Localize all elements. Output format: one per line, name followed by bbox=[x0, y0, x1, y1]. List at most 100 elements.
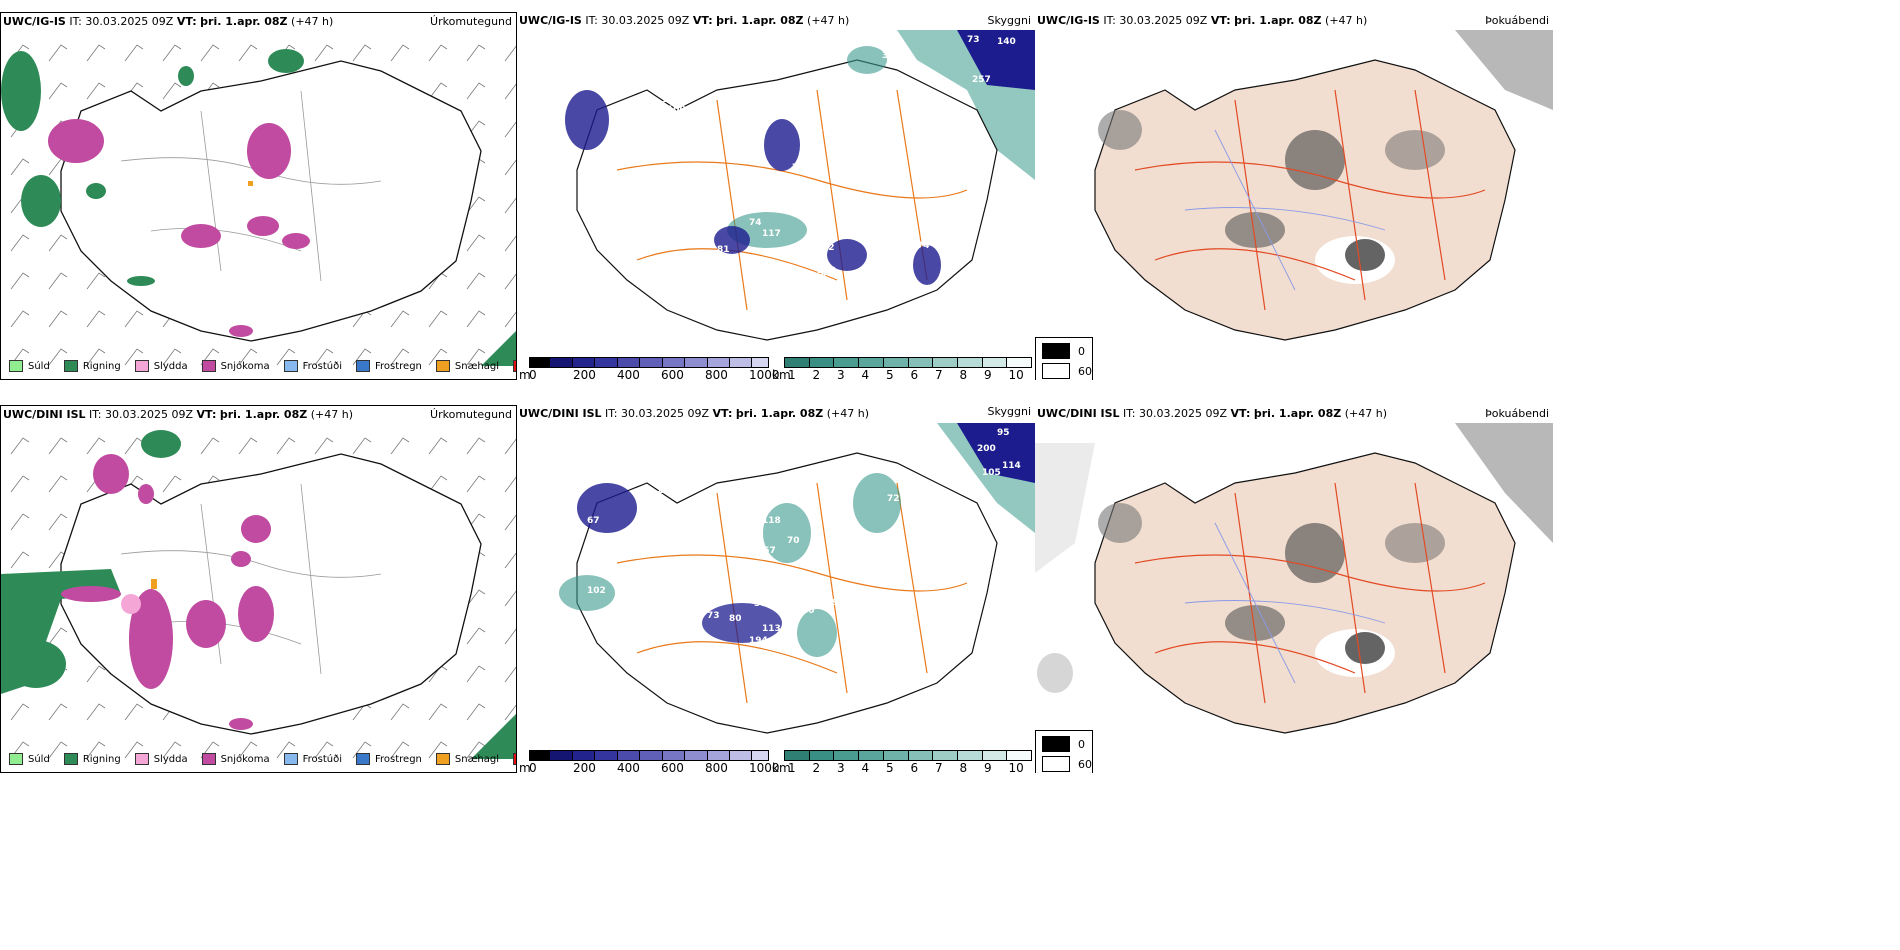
cloudbase-value-label: 117 bbox=[762, 229, 781, 239]
cloudbase-value-label: 179 bbox=[682, 623, 701, 633]
cloudbase-value-label: 46 bbox=[672, 576, 685, 586]
legend-swatch bbox=[134, 360, 149, 372]
scale-tick: 7 bbox=[935, 761, 943, 773]
cloudbase-value-label: 73 bbox=[767, 95, 780, 105]
panel-name: Skyggni bbox=[987, 14, 1031, 27]
legend-swatch bbox=[201, 360, 216, 372]
legend-item: Snjókoma bbox=[201, 360, 270, 372]
scale-tick: 3 bbox=[837, 761, 845, 773]
scale-tick: 0 bbox=[529, 761, 537, 773]
cloudbase-value-label: 62 bbox=[745, 706, 758, 716]
cloudbase-value-label: 100 bbox=[662, 95, 681, 105]
scale-tick: 0 bbox=[529, 368, 537, 380]
legend-swatch bbox=[435, 360, 450, 372]
panel-title: UWC/IG-IS IT: 30.03.2025 09Z VT: þri. 1.… bbox=[1037, 14, 1368, 27]
cloudbase-value-label: 72 bbox=[822, 243, 835, 253]
legend-label: Snjókoma bbox=[220, 360, 270, 372]
legend-label: Frostregn bbox=[375, 360, 422, 372]
legend-label: Rigning bbox=[82, 753, 121, 765]
scale-tick: 800 bbox=[705, 761, 728, 773]
legend-swatch bbox=[435, 753, 450, 765]
scale-tick: 5 bbox=[886, 761, 894, 773]
cloudbase-value-label: 140 bbox=[997, 37, 1016, 47]
legend-item: Snæhagl bbox=[435, 753, 499, 765]
cloudbase-value-label: 21 bbox=[867, 634, 880, 644]
cloudbase-value-label: 257 bbox=[972, 75, 991, 85]
scale-tick: 4 bbox=[861, 368, 870, 380]
cloudbase-value-label: 72 bbox=[887, 494, 900, 504]
scale-tick: 400 bbox=[617, 761, 640, 773]
cloudbase-value-label: 74 bbox=[917, 241, 930, 251]
scale-tick: 1 bbox=[788, 368, 796, 380]
legend-label: Súld bbox=[28, 753, 50, 765]
legend-item: Rigning bbox=[63, 753, 121, 765]
precip-legend: Súld Rigning Slydda Snjókoma Frostúði Frostre… bbox=[1, 753, 516, 765]
scale-tick: 7 bbox=[935, 368, 943, 380]
cloudbase-value-label: 102 bbox=[617, 594, 636, 604]
cloudbase-value-label: 169 bbox=[807, 556, 826, 566]
legend-item: Slydda bbox=[134, 360, 188, 372]
legend-item: Rigning bbox=[63, 360, 121, 372]
cloudbase-value-label: 123 bbox=[617, 123, 636, 133]
legend-item: Haglél bbox=[513, 360, 516, 372]
cloudbase-value-label: 165 bbox=[532, 666, 551, 676]
legend-label: Slydda bbox=[153, 360, 188, 372]
legend-label: Rigning bbox=[82, 360, 121, 372]
panel-title: UWC/DINI ISL IT: 30.03.2025 09Z VT: þri.… bbox=[1037, 407, 1387, 420]
cloudbase-value-label: 123 bbox=[709, 256, 728, 266]
cloudbase-value-label: 80 bbox=[729, 614, 742, 624]
cloudbase-value-label: 12 bbox=[537, 621, 550, 631]
scale-unit: m bbox=[519, 368, 531, 380]
legend-swatch bbox=[63, 360, 78, 372]
scale-tick: 6 bbox=[910, 761, 919, 773]
scale-tick: 10 bbox=[1008, 761, 1024, 773]
panel-title: UWC/DINI ISL IT: 30.03.2025 09Z VT: þri.… bbox=[519, 407, 869, 420]
legend-swatch bbox=[513, 360, 516, 372]
panel-name: Úrkomutegund bbox=[430, 408, 512, 421]
precip-legend: Súld Rigning Slydda Snjókoma Frostúði Frostre… bbox=[1, 360, 516, 372]
scale-tick: 1000 bbox=[749, 368, 780, 380]
cloudbase-value-label: 84 bbox=[772, 325, 785, 335]
scale-tick: 2 bbox=[812, 368, 821, 380]
visibility-colorbar: km 1 2 3 4 5 6 7 8 9 10 bbox=[772, 357, 1032, 380]
legend-swatch bbox=[283, 753, 298, 765]
cloud-panel-bottom: UWC/DINI ISL IT: 30.03.2025 09Z VT: þri.… bbox=[517, 405, 1035, 773]
scale-tick: 9 bbox=[984, 368, 992, 380]
cloudbase-value-label: 288 bbox=[817, 266, 836, 276]
cloudbase-value-label: 114 bbox=[1002, 461, 1021, 471]
cloudbase-value-label: 22 bbox=[817, 128, 830, 138]
legend-swatch bbox=[134, 753, 149, 765]
scale-tick: 1000 bbox=[749, 761, 780, 773]
cloudbase-value-label: 457 bbox=[757, 546, 776, 556]
panel-name: Úrkomutegund bbox=[430, 15, 512, 28]
cloudbase-value-label: 201 bbox=[877, 464, 896, 474]
legend-label: Snæhagl bbox=[454, 360, 500, 372]
cloudbase-value-label: 98 bbox=[827, 656, 840, 666]
cloudbase-value-label: 68 bbox=[802, 206, 815, 216]
precip-map bbox=[1, 424, 516, 759]
legend-swatch bbox=[63, 753, 78, 765]
precip-map bbox=[1, 31, 516, 366]
cloudbase-colorbar: m 0 200 400 600 800 1000 bbox=[519, 357, 780, 380]
scale-tick: 6 bbox=[910, 368, 919, 380]
cloudbase-value-label: 114 bbox=[845, 228, 864, 238]
legend-swatch bbox=[356, 360, 370, 372]
scale-tick: 400 bbox=[617, 368, 640, 380]
cloudbase-value-label: 67 bbox=[587, 516, 600, 526]
scale-tick: 10 bbox=[1008, 368, 1024, 380]
legend-item: Haglél bbox=[513, 753, 516, 765]
scale-tick: 800 bbox=[705, 368, 728, 380]
cloudbase-value-label: 118 bbox=[762, 516, 781, 526]
legend-label: Frostúði bbox=[302, 753, 342, 765]
cloudbase-value-label: 80 bbox=[802, 606, 815, 616]
panel-name: Þokuábendi bbox=[1485, 407, 1549, 420]
scale-unit: m bbox=[519, 761, 531, 773]
scale-tick: 4 bbox=[861, 761, 870, 773]
cloudbase-value-label: 74 bbox=[767, 706, 780, 716]
legend-swatch bbox=[9, 360, 23, 372]
scale-tick: 200 bbox=[573, 368, 596, 380]
legend-label: Frostregn bbox=[375, 753, 422, 765]
legend-item: Frostúði bbox=[283, 360, 342, 372]
panel-title: UWC/IG-IS IT: 30.03.2025 09Z VT: þri. 1.… bbox=[3, 15, 334, 28]
